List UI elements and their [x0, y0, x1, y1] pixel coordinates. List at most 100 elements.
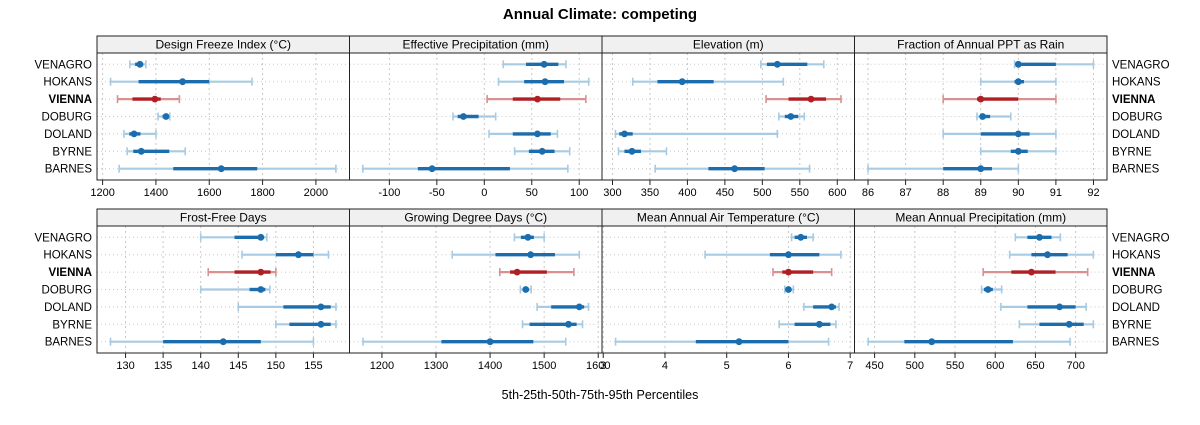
- median-dot: [815, 320, 823, 328]
- series-byrne: [617, 147, 668, 156]
- axis-tick-label: 1600: [586, 360, 610, 372]
- median-dot: [524, 233, 532, 241]
- panel-design-freeze-index-c: 1200 1400 1600 1800 2000 Design Freeze Index …: [90, 35, 350, 199]
- median-dot: [1014, 130, 1022, 138]
- median-dot: [137, 147, 145, 155]
- row-label-right-barnes: BARNES: [1112, 337, 1160, 349]
- panel-mean-annual-precipitation-mm: 450 500 550 600 650 700 Mean Annual Precipitat…: [854, 208, 1108, 372]
- axis-tick-label: 650: [1026, 360, 1044, 372]
- axis-tick-label: 50: [526, 187, 538, 199]
- axis-tick-label: 155: [304, 360, 322, 372]
- series-venagro: [128, 60, 147, 69]
- axis-tick-label: 90: [1012, 187, 1024, 199]
- row-label-right-vienna: VIENNA: [1112, 267, 1155, 279]
- panel-header: [854, 208, 1108, 227]
- median-dot: [294, 251, 302, 259]
- axis-tick-label: 450: [716, 187, 734, 199]
- median-dot: [257, 233, 265, 241]
- median-dot: [565, 320, 572, 328]
- median-dot: [538, 147, 546, 155]
- median-dot: [828, 303, 836, 311]
- panel-growing-degree-days-c: 1200 1300 1400 1500 1600 Growing Degree Days …: [349, 208, 610, 372]
- median-dot: [257, 268, 265, 276]
- panel-plot-area: [602, 226, 855, 353]
- series-vienna: [942, 95, 1057, 104]
- panel-header-label: Frost-Free Days: [180, 211, 267, 225]
- series-venagro: [502, 60, 567, 69]
- median-dot: [773, 60, 781, 68]
- series-hokans: [979, 77, 1057, 86]
- panel-header-label: Mean Annual Air Temperature (°C): [637, 211, 820, 225]
- axis-tick-label: 500: [753, 187, 771, 199]
- median-dot: [428, 165, 436, 173]
- axis-tick-label: -100: [378, 187, 400, 199]
- median-dot: [785, 268, 792, 276]
- row-label-right-barnes: BARNES: [1112, 164, 1160, 176]
- series-vienna: [772, 268, 833, 277]
- series-byrne: [521, 320, 584, 329]
- series-byrne: [979, 147, 1057, 156]
- series-hokans: [497, 77, 590, 86]
- axis-tick-label: 88: [937, 187, 949, 199]
- axis-tick-label: 130: [116, 360, 134, 372]
- axis-tick-label: 550: [946, 360, 964, 372]
- series-hokans: [241, 250, 330, 259]
- axis-tick-label: 92: [1087, 187, 1099, 199]
- median-dot: [1056, 303, 1063, 311]
- row-label-right-hokans: HOKANS: [1112, 77, 1161, 89]
- median-dot: [1028, 268, 1035, 276]
- panel-fraction-of-annual-ppt-as-rain: 86 87 88 89 90 91 92 Fraction of Annual PPT as …: [854, 35, 1108, 199]
- median-dot: [797, 233, 805, 241]
- panel-header-label: Effective Precipitation (mm): [403, 38, 550, 52]
- panel-header: [854, 35, 1108, 54]
- median-dot: [731, 165, 739, 173]
- axis-tick-label: -50: [429, 187, 445, 199]
- row-label-left-doburg: DOBURG: [42, 112, 93, 124]
- axis-tick-label: 1800: [250, 187, 274, 199]
- median-dot: [575, 303, 583, 311]
- axis-tick-label: 400: [678, 187, 696, 199]
- median-dot: [179, 78, 186, 86]
- series-doland: [803, 302, 840, 311]
- row-label-right-doburg: DOBURG: [1112, 285, 1163, 297]
- median-dot: [1014, 60, 1022, 68]
- row-label-left-doland: DOLAND: [44, 129, 92, 141]
- row-label-right-byrne: BYRNE: [1112, 319, 1152, 331]
- row-label-left-byrne: BYRNE: [52, 146, 92, 158]
- axis-tick-label: 150: [267, 360, 285, 372]
- panel-effective-precipitation-mm: -100 -50 0 50 100 Effective Precipitation (mm…: [349, 35, 603, 199]
- median-dot: [513, 268, 521, 276]
- row-label-left-doburg: DOBURG: [42, 285, 93, 297]
- median-dot: [257, 286, 265, 293]
- series-barnes: [118, 164, 337, 173]
- series-byrne: [275, 320, 337, 329]
- median-dot: [787, 113, 795, 120]
- series-vienna: [499, 268, 575, 277]
- series-doburg: [199, 285, 271, 294]
- panel-mean-annual-air-temperature-c: 3 4 5 6 7 Mean Annual Air Temperature (°C): [600, 208, 855, 372]
- series-hokans: [1008, 250, 1095, 259]
- series-doburg: [157, 112, 171, 121]
- axis-tick-label: 1500: [532, 360, 556, 372]
- series-venagro: [760, 60, 825, 69]
- series-venagro: [1013, 60, 1095, 69]
- median-dot: [1044, 251, 1051, 259]
- row-label-right-doland: DOLAND: [1112, 129, 1160, 141]
- series-doland: [237, 302, 337, 311]
- series-byrne: [513, 147, 571, 156]
- row-label-right-doburg: DOBURG: [1112, 112, 1163, 124]
- median-dot: [1014, 147, 1022, 155]
- axis-tick-label: 7: [847, 360, 853, 372]
- series-hokans: [631, 77, 785, 86]
- panel-plot-area: [97, 53, 350, 180]
- median-dot: [534, 95, 541, 103]
- axis-tick-label: 350: [641, 187, 659, 199]
- row-label-right-vienna: VIENNA: [1112, 94, 1155, 106]
- axis-tick-label: 550: [791, 187, 809, 199]
- median-dot: [151, 95, 159, 103]
- median-dot: [217, 165, 225, 173]
- median-dot: [130, 130, 138, 138]
- row-label-left-hokans: HOKANS: [43, 250, 92, 262]
- median-dot: [162, 113, 170, 120]
